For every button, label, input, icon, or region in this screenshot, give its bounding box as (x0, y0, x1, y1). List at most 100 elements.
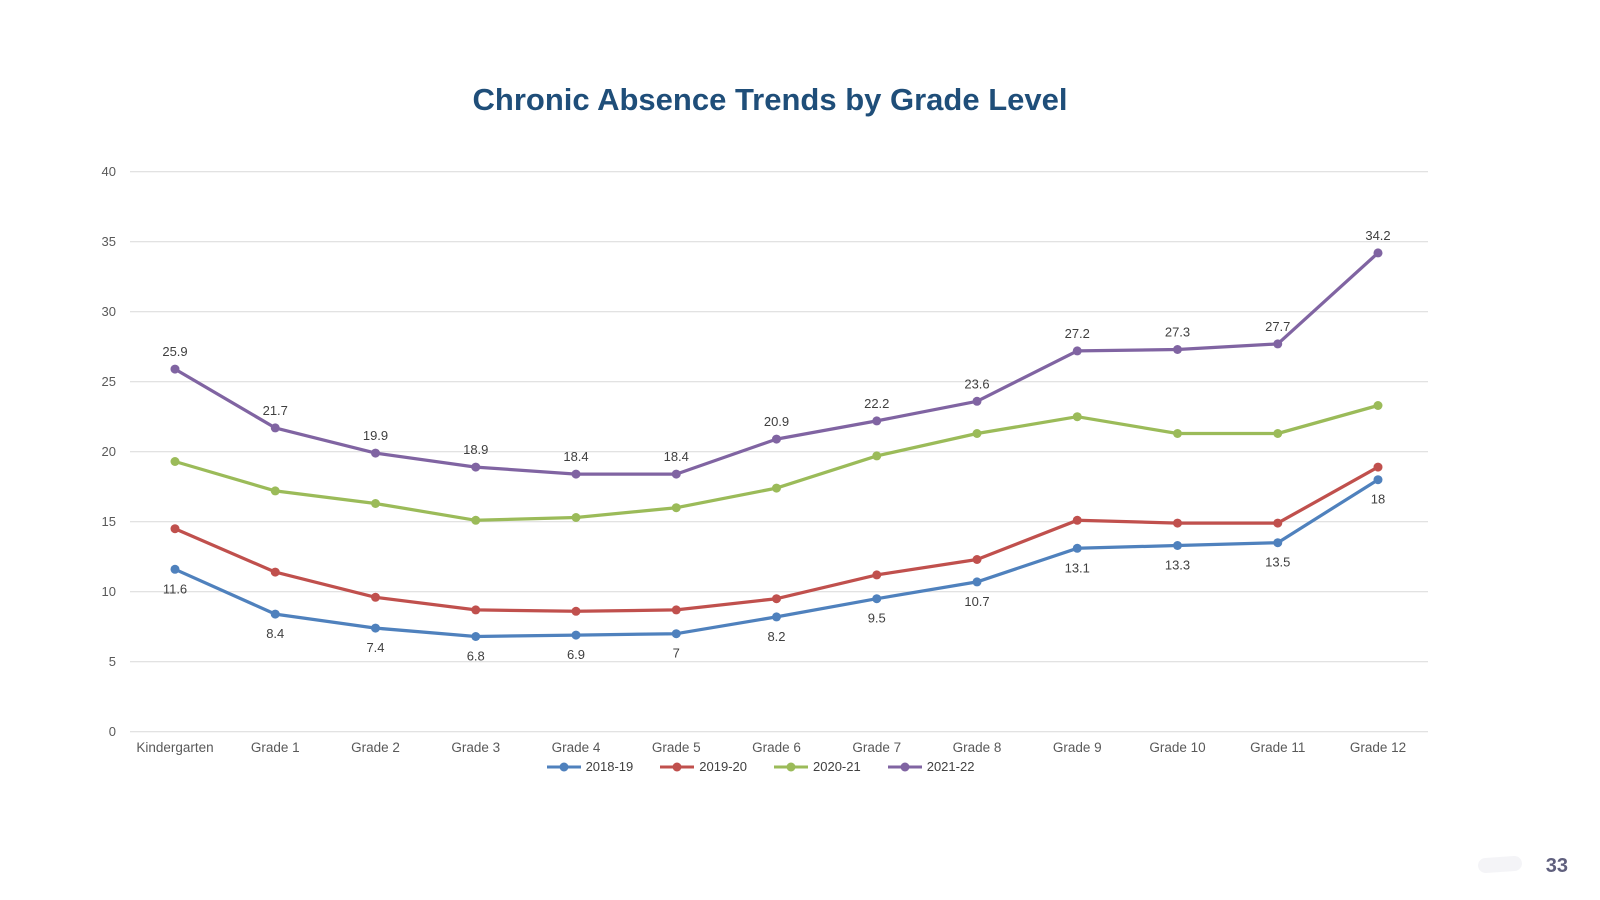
data-label: 23.6 (964, 376, 989, 391)
data-label: 20.9 (764, 414, 789, 429)
data-point-2021-22 (170, 364, 180, 374)
x-category-label: Grade 2 (351, 740, 400, 755)
data-label: 22.2 (864, 396, 889, 411)
data-label: 18.4 (664, 449, 689, 464)
data-label: 19.9 (363, 428, 388, 443)
data-point-2018-19 (270, 609, 280, 619)
data-point-2020-21 (1373, 401, 1383, 410)
y-tick-label: 30 (102, 304, 116, 319)
data-label: 21.7 (263, 403, 288, 418)
y-tick-label: 20 (102, 444, 116, 459)
data-label: 11.6 (163, 581, 187, 596)
data-point-2020-21 (571, 513, 581, 522)
data-point-2020-21 (471, 515, 481, 525)
data-point-2021-22 (1072, 346, 1082, 356)
data-label: 7 (673, 646, 680, 661)
data-point-2018-19 (1273, 538, 1283, 548)
legend-dot (559, 762, 569, 771)
data-point-2018-19 (571, 630, 581, 640)
data-point-2021-22 (571, 469, 581, 479)
data-point-2019-20 (471, 605, 481, 615)
data-label: 8.4 (266, 626, 284, 641)
data-label: 27.7 (1265, 319, 1290, 334)
data-point-2020-21 (671, 503, 681, 513)
series-2018-19 (170, 475, 1383, 641)
legend-marker-icon (887, 762, 922, 771)
data-point-2021-22 (270, 423, 280, 433)
data-point-2021-22 (371, 448, 380, 458)
data-point-2021-22 (1273, 339, 1283, 349)
gridlines (130, 171, 1428, 733)
legend-item-2018-19: 2018-19 (546, 759, 634, 774)
x-category-label: Grade 1 (251, 740, 300, 755)
legend-marker-icon (660, 762, 695, 771)
y-axis-tick-labels: 0 5 10 15 20 25 30 35 40 (102, 164, 116, 739)
chart-legend: 2018-19 2019-20 2020-21 2021-22 (0, 759, 1520, 774)
data-point-2018-19 (772, 612, 781, 622)
data-point-2021-22 (1373, 248, 1383, 258)
data-label: 34.2 (1365, 228, 1390, 243)
x-category-label: Grade 6 (752, 740, 801, 755)
data-point-2019-20 (1373, 462, 1383, 472)
data-point-2019-20 (872, 570, 882, 580)
data-point-2020-21 (1273, 429, 1283, 438)
x-category-label: Kindergarten (136, 740, 213, 755)
data-label: 27.3 (1165, 325, 1190, 340)
legend-label: 2019-20 (699, 759, 747, 774)
data-point-2020-21 (772, 483, 781, 493)
x-category-label: Grade 10 (1149, 740, 1205, 755)
data-point-2020-21 (1072, 412, 1082, 422)
data-point-2019-20 (1072, 515, 1082, 525)
x-category-label: Grade 11 (1250, 740, 1305, 755)
y-tick-label: 0 (109, 724, 116, 739)
data-point-2018-19 (1373, 475, 1383, 485)
data-label: 18 (1371, 492, 1385, 507)
data-point-2020-21 (872, 451, 882, 461)
y-tick-label: 40 (102, 164, 116, 179)
data-labels-2018-19: 11.6 8.4 7.4 6.8 6.9 7 8.2 9.5 10.7 13.1 13.3 13.5 1… (163, 492, 1385, 664)
legend-dot (786, 762, 796, 771)
data-point-2019-20 (1173, 518, 1182, 528)
data-point-2020-21 (972, 429, 982, 438)
x-category-label: Grade 7 (852, 740, 901, 755)
data-label: 7.4 (366, 640, 384, 655)
data-point-2019-20 (772, 594, 781, 604)
data-point-2018-19 (1072, 543, 1082, 553)
data-label: 9.5 (868, 611, 886, 626)
data-point-2020-21 (1173, 429, 1182, 438)
legend-label: 2021-22 (926, 759, 975, 774)
data-point-2019-20 (1273, 518, 1283, 528)
legend-item-2019-20: 2019-20 (659, 759, 747, 774)
legend-dot (900, 762, 910, 771)
y-tick-label: 35 (102, 234, 116, 249)
data-label: 8.2 (767, 629, 785, 644)
y-tick-label: 5 (109, 654, 116, 669)
data-label: 27.2 (1065, 326, 1090, 341)
data-label: 13.3 (1165, 558, 1190, 573)
x-category-label: Grade 5 (652, 740, 701, 755)
x-axis-category-labels: Kindergarten Grade 1 Grade 2 Grade 3 Grade 4… (136, 740, 1406, 755)
data-point-2018-19 (671, 629, 681, 639)
data-point-2018-19 (872, 594, 882, 604)
data-point-2021-22 (872, 416, 882, 426)
y-tick-label: 10 (102, 584, 116, 599)
x-category-label: Grade 4 (552, 740, 601, 755)
legend-label: 2018-19 (585, 759, 634, 774)
data-label: 6.9 (567, 647, 585, 662)
data-point-2020-21 (371, 499, 380, 508)
data-point-2019-20 (170, 524, 180, 534)
data-point-2021-22 (471, 462, 481, 472)
data-point-2021-22 (671, 469, 681, 479)
data-point-2020-21 (170, 457, 180, 466)
data-point-2021-22 (1173, 345, 1182, 354)
y-tick-label: 25 (102, 374, 116, 389)
data-point-2018-19 (1173, 541, 1182, 550)
data-point-2019-20 (671, 605, 681, 615)
chart-title: Chronic Absence Trends by Grade Level (472, 82, 1068, 117)
legend-dot (672, 762, 682, 771)
data-point-2019-20 (571, 606, 581, 616)
legend-label: 2020-21 (813, 759, 861, 774)
data-point-2021-22 (772, 434, 781, 444)
legend-marker-icon (546, 762, 581, 771)
